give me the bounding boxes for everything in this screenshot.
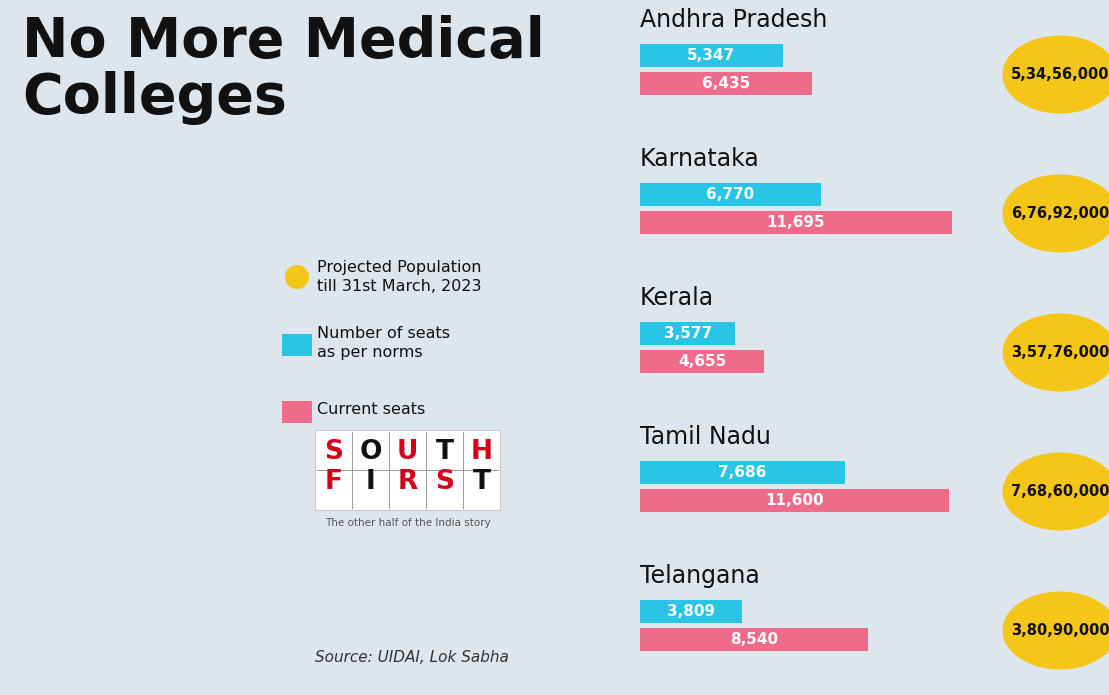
Bar <box>640 72 812 95</box>
Text: U: U <box>397 439 418 466</box>
Text: F: F <box>325 469 343 495</box>
Text: 8,540: 8,540 <box>730 632 777 647</box>
Text: Current seats: Current seats <box>317 402 425 418</box>
Text: 5,34,56,000: 5,34,56,000 <box>1010 67 1109 82</box>
Text: 6,76,92,000: 6,76,92,000 <box>1011 206 1109 221</box>
Text: T: T <box>436 439 454 466</box>
Bar <box>282 401 312 423</box>
Text: 5,347: 5,347 <box>688 48 735 63</box>
Text: 4,655: 4,655 <box>678 354 726 369</box>
Text: 11,600: 11,600 <box>765 493 824 508</box>
Ellipse shape <box>1003 591 1109 669</box>
Ellipse shape <box>1003 452 1109 530</box>
Text: 6,770: 6,770 <box>706 187 754 202</box>
Text: 3,80,90,000: 3,80,90,000 <box>1010 623 1109 638</box>
Bar <box>640 489 949 512</box>
Bar <box>640 183 821 206</box>
Text: Telangana: Telangana <box>640 564 760 588</box>
Text: Tamil Nadu: Tamil Nadu <box>640 425 771 449</box>
Ellipse shape <box>1003 35 1109 113</box>
Text: O: O <box>359 439 381 466</box>
Bar <box>640 600 742 623</box>
Bar <box>640 461 845 484</box>
Bar <box>640 350 764 373</box>
Text: 3,809: 3,809 <box>667 604 715 619</box>
Text: H: H <box>470 439 492 466</box>
Ellipse shape <box>285 265 309 289</box>
Text: The other half of the India story: The other half of the India story <box>325 518 490 528</box>
Bar <box>282 334 312 356</box>
Text: Number of seats
as per norms: Number of seats as per norms <box>317 325 450 361</box>
Bar <box>640 44 783 67</box>
Text: Source: UIDAI, Lok Sabha: Source: UIDAI, Lok Sabha <box>315 650 509 665</box>
Text: Andhra Pradesh: Andhra Pradesh <box>640 8 827 32</box>
Text: S: S <box>324 439 343 466</box>
Bar <box>640 322 735 345</box>
Bar <box>640 211 952 234</box>
Text: 7,68,60,000: 7,68,60,000 <box>1010 484 1109 499</box>
Text: T: T <box>472 469 490 495</box>
Text: Kerala: Kerala <box>640 286 714 310</box>
Ellipse shape <box>1003 313 1109 391</box>
Text: Karnataka: Karnataka <box>640 147 760 171</box>
Text: Projected Population
till 31st March, 2023: Projected Population till 31st March, 20… <box>317 260 481 295</box>
Ellipse shape <box>1003 174 1109 252</box>
Text: 11,695: 11,695 <box>766 215 825 230</box>
Text: 3,57,76,000: 3,57,76,000 <box>1010 345 1109 360</box>
Bar <box>315 430 500 510</box>
Bar <box>640 628 867 651</box>
Text: 3,577: 3,577 <box>663 326 712 341</box>
Text: No More Medical
Colleges: No More Medical Colleges <box>22 15 545 125</box>
Text: 7,686: 7,686 <box>719 465 766 480</box>
Text: 6,435: 6,435 <box>702 76 750 91</box>
Text: I: I <box>366 469 375 495</box>
Text: R: R <box>397 469 418 495</box>
Text: S: S <box>435 469 454 495</box>
